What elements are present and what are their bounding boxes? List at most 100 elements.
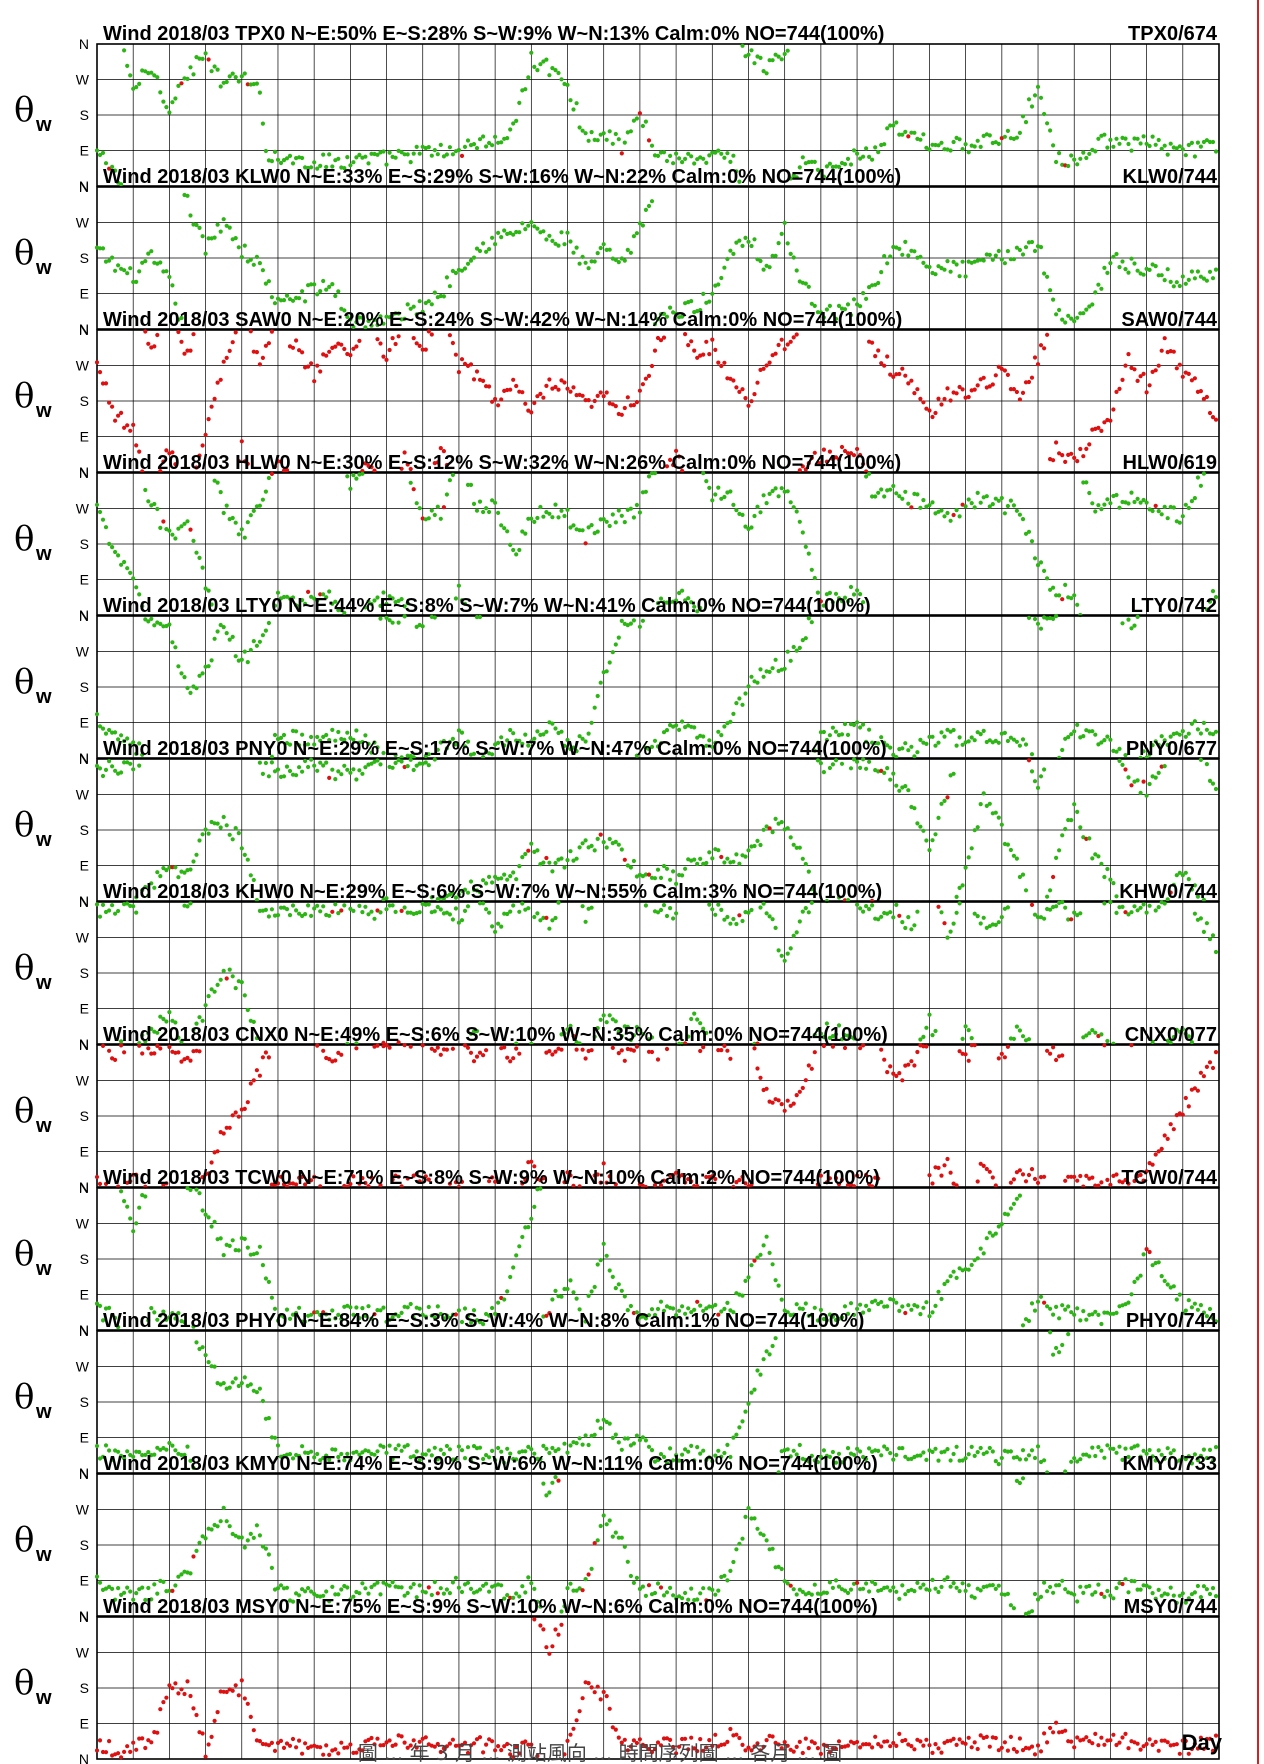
wind-point (1111, 1446, 1116, 1451)
wind-point (722, 1306, 727, 1311)
wind-point (1108, 501, 1113, 506)
wind-point (200, 832, 205, 837)
wind-point (487, 910, 492, 915)
wind-point (722, 724, 727, 729)
y-tick-label: W (76, 215, 90, 231)
wind-point (1008, 257, 1014, 262)
wind-point (779, 820, 784, 825)
wind-point (420, 1452, 425, 1457)
wind-point (381, 354, 386, 359)
wind-point (740, 1293, 745, 1298)
wind-point (900, 1304, 905, 1309)
wind-point (1042, 1458, 1047, 1463)
wind-point (330, 282, 335, 287)
wind-point (978, 144, 983, 149)
wind-point (1093, 290, 1098, 295)
wind-point (1026, 97, 1032, 102)
wind-point (719, 496, 724, 501)
wind-point (245, 1100, 250, 1105)
wind-point (900, 1583, 905, 1588)
panel-station-tag: PHY0/744 (1126, 1310, 1218, 1332)
wind-point (716, 729, 721, 734)
wind-point (655, 153, 661, 158)
wind-point (103, 1586, 109, 1591)
wind-point (622, 520, 627, 525)
wind-point (140, 888, 145, 893)
wind-point (867, 1589, 872, 1594)
wind-point (155, 1030, 160, 1035)
wind-point (1093, 1590, 1098, 1595)
wind-point (1126, 1454, 1131, 1460)
wind-point (704, 1458, 709, 1463)
wind-point (634, 1024, 640, 1030)
wind-point (701, 1586, 706, 1591)
wind-point (218, 977, 223, 982)
panel-station-tag: KMY0/733 (1123, 1453, 1218, 1475)
wind-point (1141, 1178, 1146, 1183)
wind-point (707, 352, 712, 357)
wind-point (936, 740, 941, 745)
wind-point (251, 877, 256, 883)
wind-point (468, 1031, 474, 1036)
wind-point (975, 730, 980, 735)
wind-point (1020, 1034, 1026, 1039)
wind-point (791, 1448, 796, 1453)
wind-point (315, 1451, 320, 1457)
wind-point (1054, 1720, 1059, 1725)
wind-point (1051, 1730, 1056, 1735)
wind-point (954, 910, 959, 915)
wind-point (194, 222, 199, 228)
wind-point (134, 910, 139, 915)
wind-point (586, 1572, 591, 1577)
wind-point (604, 519, 609, 524)
wind-point (508, 1451, 513, 1456)
wind-point (1017, 397, 1023, 402)
wind-point (1029, 1448, 1035, 1453)
y-tick-label: N (79, 1466, 89, 1482)
wind-point (936, 264, 941, 269)
wind-point (275, 767, 281, 772)
wind-point (954, 1444, 959, 1449)
wind-point (867, 1308, 872, 1313)
wind-point (242, 852, 247, 858)
wind-point (957, 1589, 962, 1594)
wind-point (257, 1244, 262, 1249)
wind-point (719, 151, 724, 156)
wind-point (103, 1443, 109, 1448)
wind-point (1213, 149, 1219, 154)
wind-point (921, 1582, 926, 1587)
wind-point (755, 680, 760, 685)
wind-point (179, 1059, 184, 1064)
wind-point (867, 907, 872, 912)
wind-point (116, 553, 121, 558)
wind-point (94, 902, 100, 907)
wind-point (254, 1068, 259, 1073)
wind-point (746, 239, 751, 244)
wind-point (278, 298, 284, 303)
wind-point (1060, 833, 1065, 838)
wind-point (586, 1293, 591, 1298)
wind-point (408, 466, 413, 472)
wind-point (631, 1048, 637, 1053)
wind-point (269, 1435, 274, 1440)
wind-point (1081, 1309, 1086, 1314)
wind-point (927, 1173, 932, 1178)
wind-point (281, 774, 287, 779)
wind-point (1123, 767, 1128, 772)
wind-point (194, 852, 199, 857)
wind-point (915, 750, 920, 755)
wind-point (188, 527, 193, 532)
wind-point (384, 907, 389, 912)
wind-point (689, 1310, 694, 1315)
wind-point (861, 461, 866, 467)
wind-point (339, 1587, 344, 1592)
wind-point (939, 402, 944, 407)
wind-point (924, 1300, 929, 1305)
wind-point (864, 474, 869, 479)
wind-point (634, 1310, 640, 1315)
wind-point (637, 221, 643, 226)
wind-point (686, 1177, 691, 1182)
wind-point (601, 131, 606, 136)
wind-point (894, 1743, 899, 1748)
wind-point (1174, 366, 1179, 371)
